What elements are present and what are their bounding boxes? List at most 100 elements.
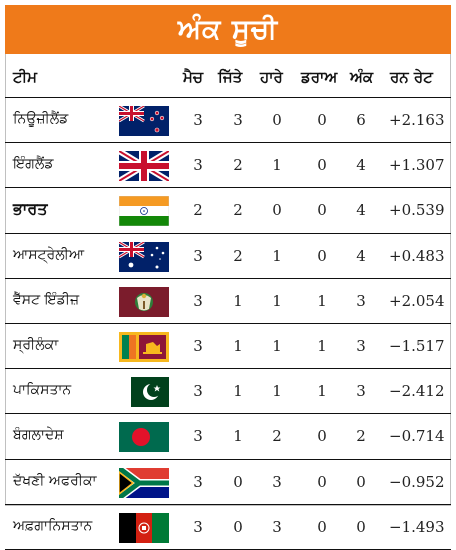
team-name: ਪਾਕਿਸਤਾਨ: [13, 382, 72, 399]
west-indies-flag: [119, 286, 169, 317]
new-zealand-flag: [119, 106, 169, 136]
sri-lanka-flag: [119, 332, 169, 362]
draw-cell: 0: [317, 517, 327, 536]
header-divider: [5, 97, 451, 98]
matches-cell: 3: [193, 111, 203, 129]
australia-flag: [119, 241, 169, 272]
table-row: ਦੱਖਣੀ ਅਫਰੀਕਾ 3 0 3 0 0 −0.952: [5, 460, 451, 505]
lost-cell: 3: [272, 517, 282, 536]
run-rate-cell: +2.163: [389, 111, 445, 129]
draw-cell: 1: [317, 382, 327, 401]
run-rate-cell: −0.952: [389, 472, 445, 491]
points-cell: 4: [356, 246, 366, 265]
row-divider: [5, 413, 451, 414]
run-rate-cell: +2.054: [389, 291, 445, 310]
row-divider: [5, 187, 451, 188]
won-cell: 0: [233, 517, 243, 536]
row-divider: [5, 233, 451, 234]
won-cell: 1: [233, 291, 243, 310]
won-cell: 1: [233, 427, 243, 446]
run-rate-cell: −2.412: [389, 382, 445, 401]
page-title: ਅੰਕ ਸੂਚੀ: [177, 13, 279, 45]
lost-cell: 1: [272, 337, 282, 355]
matches-cell: 3: [193, 382, 203, 401]
draw-cell: 0: [317, 472, 327, 491]
column-header-draw: ਡਰਾਅ: [301, 68, 338, 86]
points-cell: 3: [356, 382, 366, 401]
draw-cell: 0: [317, 111, 327, 129]
team-name: ਭਾਰਤ: [13, 199, 48, 219]
won-cell: 1: [233, 337, 243, 355]
team-name: ਨਿਊਜ਼ੀਲੈਂਡ: [13, 111, 69, 127]
title-banner: ਅੰਕ ਸੂਚੀ: [5, 5, 451, 54]
column-header-won: ਜਿੱਤੇ: [218, 68, 243, 86]
row-divider: [5, 368, 451, 369]
column-header-run-rate: ਰਨ ਰੇਟ: [390, 68, 433, 86]
team-name: ਅਫ਼ਗਾਨਿਸਤਾਨ: [13, 517, 93, 534]
column-header-lost: ਹਾਰੇ: [260, 68, 283, 86]
draw-cell: 1: [317, 337, 327, 355]
team-name: ਆਸਟ੍ਰੇਲੀਆ: [13, 246, 85, 263]
table-row: ਇੰਗਲੈਂਡ 3 2 1 0 4 +1.307: [5, 143, 451, 188]
row-divider: [5, 504, 451, 505]
run-rate-cell: −0.714: [389, 427, 445, 446]
points-cell: 0: [356, 517, 366, 536]
table-row: ਨਿਊਜ਼ੀਲੈਂਡ 3 3 0 0 6 +2.163: [5, 98, 451, 143]
lost-cell: 0: [272, 201, 282, 220]
team-name: ਇੰਗਲੈਂਡ: [13, 156, 54, 173]
table-row: ਸ੍ਰੀਲੰਕਾ 3 1 1 1 3 −1.517: [5, 324, 451, 369]
team-name: ਸ੍ਰੀਲੰਕਾ: [13, 337, 59, 353]
bangladesh-flag: [119, 422, 169, 453]
draw-cell: 0: [317, 427, 327, 446]
won-cell: 0: [233, 472, 243, 491]
team-name: ਦੱਖਣੀ ਅਫਰੀਕਾ: [13, 472, 97, 489]
points-cell: 4: [356, 201, 366, 220]
run-rate-cell: +1.307: [389, 156, 445, 175]
won-cell: 2: [233, 201, 243, 220]
matches-cell: 2: [193, 201, 203, 220]
draw-cell: 0: [317, 156, 327, 175]
lost-cell: 1: [272, 246, 282, 265]
draw-cell: 0: [317, 246, 327, 265]
column-header-team: ਟੀਮ: [13, 68, 38, 86]
points-cell: 4: [356, 156, 366, 175]
points-cell: 3: [356, 337, 366, 355]
column-header-matches: ਮੈਚ: [183, 68, 203, 86]
row-divider: [5, 142, 451, 143]
run-rate-cell: −1.493: [389, 517, 445, 536]
won-cell: 2: [233, 246, 243, 265]
table-row: ਬੰਗਲਾਦੇਸ਼ 3 1 2 0 2 −0.714: [5, 414, 451, 459]
points-cell: 6: [356, 111, 366, 129]
india-flag: [119, 196, 169, 227]
matches-cell: 3: [193, 156, 203, 175]
run-rate-cell: −1.517: [389, 337, 445, 355]
run-rate-cell: +0.483: [389, 246, 445, 265]
row-divider: [5, 459, 451, 460]
table-row: ਭਾਰਤ 2 2 0 0 4 +0.539: [5, 188, 451, 233]
lost-cell: 1: [272, 291, 282, 310]
table-row: ਵੈੱਸਟ ਇੰਡੀਜ਼ 3 1 1 1 3 +2.054: [5, 279, 451, 324]
matches-cell: 3: [193, 472, 203, 491]
table-row: ਆਸਟ੍ਰੇਲੀਆ 3 2 1 0 4 +0.483: [5, 234, 451, 279]
won-cell: 3: [233, 111, 243, 129]
table-row: ਅਫ਼ਗਾਨਿਸਤਾਨ 3 0 3 0 0 −1.493: [5, 505, 451, 550]
points-table-frame: [5, 5, 451, 506]
lost-cell: 2: [272, 427, 282, 446]
matches-cell: 3: [193, 517, 203, 536]
draw-cell: 1: [317, 291, 327, 310]
draw-cell: 0: [317, 201, 327, 220]
table-row: ਪਾਕਿਸਤਾਨ 3 1 1 1 3 −2.412: [5, 369, 451, 414]
run-rate-cell: +0.539: [389, 201, 445, 220]
united-kingdom-flag: [119, 151, 169, 182]
points-cell: 3: [356, 291, 366, 310]
won-cell: 1: [233, 382, 243, 401]
lost-cell: 3: [272, 472, 282, 491]
points-cell: 0: [356, 472, 366, 491]
row-divider: [5, 323, 451, 324]
matches-cell: 3: [193, 427, 203, 446]
lost-cell: 1: [272, 156, 282, 175]
table-header: ਟੀਮ ਮੈਚ ਜਿੱਤੇ ਹਾਰੇ ਡਰਾਅ ਅੰਕ ਰਨ ਰੇਟ: [5, 60, 451, 94]
points-cell: 2: [356, 427, 366, 446]
south-africa-flag: [119, 467, 169, 498]
row-divider: [5, 278, 451, 279]
